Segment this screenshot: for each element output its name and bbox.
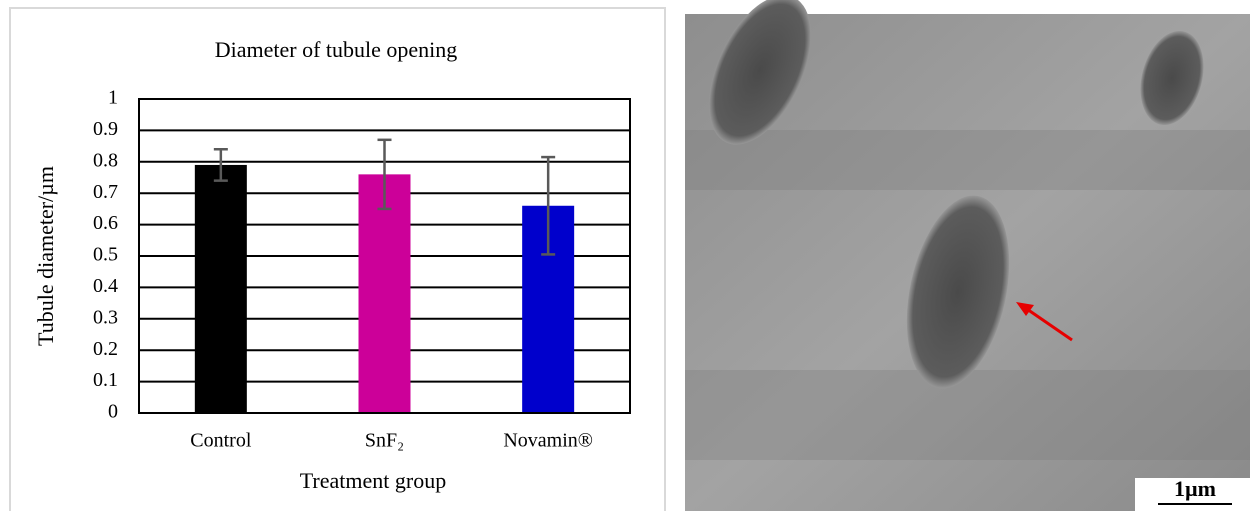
y-tick-label: 0.3 [93, 306, 118, 328]
y-tick-label: 0.2 [93, 338, 118, 360]
y-tick-label: 0.1 [93, 369, 118, 391]
x-tick-label: Novamin® [503, 430, 593, 452]
x-tick-label: Control [190, 430, 252, 452]
y-tick-label: 0.4 [93, 275, 118, 297]
scale-bar-label: 1µm [1174, 476, 1216, 501]
figure: Diameter of tubule opening Treatment gro… [0, 0, 1250, 511]
x-tick-label: SnF₂ [365, 430, 404, 452]
chart-title: Diameter of tubule opening [215, 37, 458, 62]
x-axis-label: Treatment group [300, 468, 446, 493]
y-tick-label: 0.8 [93, 149, 118, 171]
micrograph [685, 0, 1250, 511]
y-tick-label: 0.5 [93, 244, 118, 266]
y-tick-label: 0.7 [93, 181, 118, 203]
bar [359, 174, 411, 413]
bar [195, 165, 247, 413]
y-tick-label: 0 [108, 401, 118, 423]
y-axis-label: Tubule diameter/µm [33, 166, 58, 346]
y-tick-label: 0.6 [93, 212, 118, 234]
y-tick-label: 1 [108, 87, 118, 109]
y-tick-label: 0.9 [93, 118, 118, 140]
